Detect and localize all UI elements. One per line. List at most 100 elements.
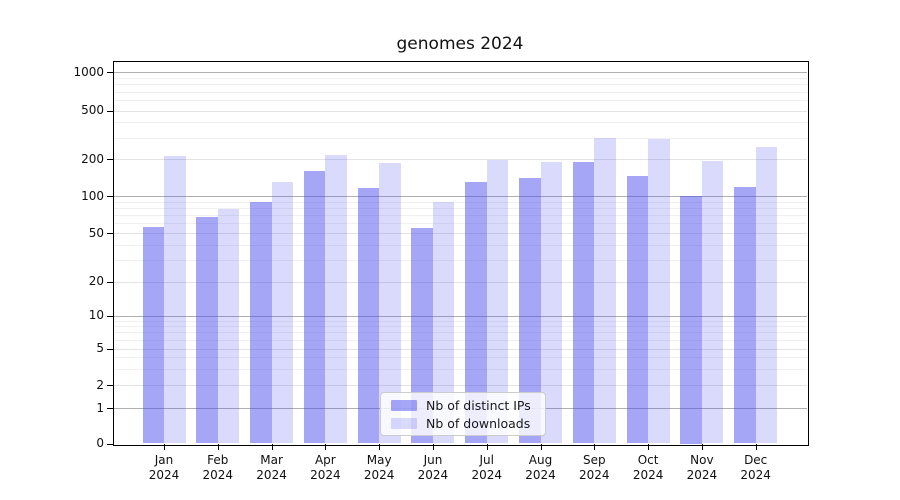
x-tick-mark bbox=[432, 443, 434, 450]
y-tick-mark bbox=[107, 196, 114, 197]
x-tick-label-jan: Jan 2024 bbox=[148, 452, 180, 482]
bar-distinct-ips-oct bbox=[626, 175, 649, 444]
minor-gridline bbox=[113, 368, 807, 370]
x-tick-label-apr: Apr 2024 bbox=[310, 452, 341, 482]
minor-gridline bbox=[113, 91, 807, 93]
minor-gridline bbox=[113, 207, 807, 209]
bar-distinct-ips-sep bbox=[572, 162, 595, 444]
x-tick-label-feb: Feb 2024 bbox=[202, 452, 234, 482]
bar-distinct-ips-feb bbox=[196, 217, 218, 444]
minor-gridline bbox=[113, 77, 807, 79]
x-tick-label-sep: Sep 2024 bbox=[579, 452, 610, 482]
legend-label-distinct-ips: Nb of distinct IPs bbox=[426, 397, 531, 413]
x-tick-mark bbox=[648, 443, 650, 450]
y-tick-label-200: 200 bbox=[81, 151, 104, 166]
bar-distinct-ips-jul bbox=[465, 181, 487, 444]
legend: Nb of distinct IPs Nb of downloads bbox=[380, 392, 546, 436]
x-tick-label-aug: Aug 2024 bbox=[525, 452, 556, 482]
major-gridline bbox=[113, 159, 807, 160]
x-tick-mark bbox=[594, 443, 596, 450]
bar-downloads-feb bbox=[217, 209, 240, 444]
minor-gridline bbox=[113, 260, 807, 262]
x-tick-mark bbox=[701, 443, 703, 450]
bar-distinct-ips-may bbox=[357, 187, 380, 444]
x-tick-label-may: May 2024 bbox=[363, 452, 395, 482]
bar-downloads-jun bbox=[432, 201, 455, 444]
y-tick-mark bbox=[107, 348, 114, 350]
major-gridline bbox=[113, 72, 807, 73]
y-tick-mark bbox=[107, 385, 114, 386]
major-gridline bbox=[113, 110, 807, 112]
major-gridline bbox=[113, 348, 807, 350]
legend-label-downloads: Nb of downloads bbox=[426, 415, 531, 431]
legend-item-downloads: Nb of downloads bbox=[381, 416, 545, 431]
x-tick-mark bbox=[379, 443, 381, 450]
x-tick-mark bbox=[325, 443, 327, 450]
major-gridline bbox=[113, 233, 807, 234]
legend-swatch-distinct-ips bbox=[391, 399, 417, 411]
minor-gridline bbox=[113, 339, 807, 341]
x-tick-label-nov: Nov 2024 bbox=[686, 452, 718, 482]
minor-gridline bbox=[113, 215, 807, 217]
minor-gridline bbox=[113, 100, 807, 102]
x-tick-mark bbox=[486, 443, 488, 450]
y-tick-mark bbox=[107, 72, 114, 73]
y-tick-mark bbox=[107, 110, 114, 112]
minor-gridline bbox=[113, 244, 807, 246]
minor-gridline bbox=[113, 223, 807, 225]
bar-downloads-aug bbox=[540, 161, 563, 444]
minor-gridline bbox=[113, 122, 807, 124]
bar-downloads-oct bbox=[648, 139, 670, 444]
bar-distinct-ips-nov bbox=[680, 196, 702, 444]
bar-distinct-ips-aug bbox=[519, 178, 541, 444]
x-tick-mark bbox=[540, 443, 542, 450]
x-tick-mark bbox=[755, 443, 757, 450]
x-tick-mark bbox=[217, 443, 219, 450]
bar-downloads-dec bbox=[755, 147, 778, 444]
legend-swatch-downloads bbox=[391, 417, 417, 429]
bar-distinct-ips-dec bbox=[734, 187, 756, 444]
y-tick-label-100: 100 bbox=[81, 188, 104, 203]
y-tick-label-2: 2 bbox=[96, 377, 104, 392]
y-tick-label-10: 10 bbox=[88, 308, 104, 322]
bar-downloads-jan bbox=[164, 156, 186, 444]
bar-downloads-apr bbox=[325, 155, 347, 444]
bar-downloads-nov bbox=[701, 160, 724, 444]
x-tick-label-jun: Jun 2024 bbox=[417, 452, 449, 482]
x-tick-mark bbox=[164, 443, 165, 450]
minor-gridline bbox=[113, 84, 807, 86]
minor-gridline bbox=[113, 201, 807, 203]
minor-gridline bbox=[113, 332, 807, 334]
x-tick-mark bbox=[271, 443, 273, 450]
bar-downloads-jul bbox=[486, 160, 509, 444]
bar-distinct-ips-jun bbox=[411, 227, 433, 444]
bar-downloads-mar bbox=[271, 181, 294, 444]
minor-gridline bbox=[113, 357, 807, 359]
y-tick-label-1: 1 bbox=[96, 400, 104, 415]
minor-gridline bbox=[113, 320, 807, 322]
x-tick-label-mar: Mar 2024 bbox=[256, 452, 287, 482]
minor-gridline bbox=[113, 137, 807, 139]
y-tick-mark bbox=[107, 408, 114, 409]
y-tick-label-500: 500 bbox=[81, 103, 104, 117]
minor-gridline bbox=[113, 326, 807, 328]
x-tick-label-oct: Oct 2024 bbox=[632, 452, 664, 482]
y-tick-mark bbox=[107, 159, 114, 160]
major-gridline bbox=[113, 385, 807, 386]
major-gridline bbox=[113, 281, 807, 283]
y-tick-mark bbox=[107, 233, 114, 234]
major-gridline bbox=[113, 196, 807, 197]
legend-item-distinct-ips: Nb of distinct IPs bbox=[381, 398, 545, 413]
major-gridline bbox=[113, 315, 807, 317]
x-tick-label-jul: Jul 2024 bbox=[471, 452, 502, 482]
y-tick-label-0: 0 bbox=[96, 436, 104, 450]
bar-downloads-may bbox=[379, 162, 401, 444]
y-tick-label-1000: 1000 bbox=[73, 64, 104, 79]
y-tick-label-50: 50 bbox=[88, 225, 104, 240]
y-tick-mark bbox=[107, 315, 114, 317]
chart-title: genomes 2024 bbox=[396, 34, 524, 54]
y-tick-mark bbox=[107, 281, 114, 283]
